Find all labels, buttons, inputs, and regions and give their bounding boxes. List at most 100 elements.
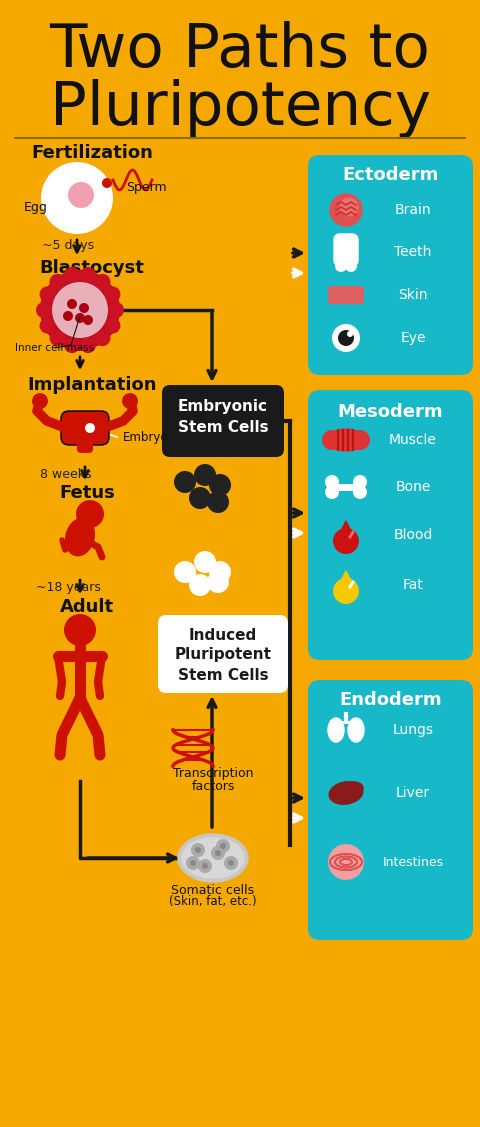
Text: ~5 days: ~5 days: [42, 240, 94, 252]
Circle shape: [85, 423, 95, 433]
Circle shape: [335, 260, 347, 272]
Text: Stem Cells: Stem Cells: [178, 667, 268, 683]
FancyBboxPatch shape: [334, 234, 358, 266]
Circle shape: [215, 850, 221, 857]
Ellipse shape: [328, 429, 364, 451]
Circle shape: [194, 551, 216, 573]
Text: Inner cell mass: Inner cell mass: [15, 343, 94, 353]
Circle shape: [325, 474, 339, 489]
Circle shape: [68, 181, 94, 208]
Circle shape: [40, 270, 120, 350]
Text: Adult: Adult: [60, 598, 114, 616]
Text: Sperm: Sperm: [126, 181, 167, 195]
Circle shape: [207, 491, 229, 513]
Circle shape: [330, 194, 362, 227]
Circle shape: [338, 330, 354, 346]
Text: Induced: Induced: [189, 628, 257, 642]
Text: ~18 years: ~18 years: [36, 582, 101, 595]
Circle shape: [122, 393, 138, 409]
Circle shape: [350, 431, 370, 450]
Circle shape: [211, 846, 225, 860]
Circle shape: [67, 299, 77, 309]
Circle shape: [108, 302, 124, 318]
Circle shape: [190, 860, 196, 866]
Text: Liver: Liver: [396, 786, 430, 800]
Circle shape: [80, 267, 96, 283]
Ellipse shape: [178, 834, 248, 882]
Circle shape: [63, 311, 73, 321]
Circle shape: [80, 337, 96, 353]
Circle shape: [174, 561, 196, 583]
Text: Teeth: Teeth: [394, 245, 432, 259]
Text: Fat: Fat: [403, 578, 423, 592]
Circle shape: [75, 313, 85, 323]
Text: (Skin, fat, etc.): (Skin, fat, etc.): [169, 896, 257, 908]
Circle shape: [353, 485, 367, 499]
Text: Transcription: Transcription: [173, 767, 253, 781]
FancyBboxPatch shape: [162, 385, 284, 458]
FancyBboxPatch shape: [61, 411, 109, 445]
Circle shape: [207, 571, 229, 593]
Circle shape: [198, 859, 212, 873]
Circle shape: [353, 474, 367, 489]
Circle shape: [209, 474, 231, 496]
Text: Egg: Egg: [24, 201, 48, 213]
Circle shape: [347, 331, 353, 337]
Text: Pluripotent: Pluripotent: [175, 648, 272, 663]
Text: Mesoderm: Mesoderm: [338, 403, 444, 421]
Circle shape: [39, 286, 56, 302]
Circle shape: [79, 303, 89, 313]
Text: Pluripotency: Pluripotency: [49, 79, 431, 137]
Text: Somatic cells: Somatic cells: [171, 884, 254, 896]
FancyBboxPatch shape: [158, 615, 288, 693]
Text: Blastocyst: Blastocyst: [39, 259, 144, 277]
Circle shape: [332, 323, 360, 352]
Circle shape: [328, 844, 364, 880]
Circle shape: [41, 162, 113, 234]
Polygon shape: [336, 571, 356, 591]
Circle shape: [228, 860, 234, 866]
Circle shape: [105, 318, 120, 334]
Circle shape: [195, 848, 201, 853]
Circle shape: [64, 337, 80, 353]
Circle shape: [49, 274, 66, 290]
Circle shape: [216, 838, 230, 853]
FancyBboxPatch shape: [77, 441, 93, 453]
Text: Eye: Eye: [400, 331, 426, 345]
Ellipse shape: [66, 518, 95, 556]
Circle shape: [209, 561, 231, 583]
Ellipse shape: [182, 838, 244, 878]
Text: 8 weeks: 8 weeks: [40, 469, 92, 481]
FancyBboxPatch shape: [308, 680, 473, 940]
Circle shape: [189, 487, 211, 509]
Ellipse shape: [348, 718, 364, 742]
Circle shape: [105, 286, 120, 302]
Text: factors: factors: [192, 780, 235, 792]
Text: Embryonic: Embryonic: [178, 399, 268, 415]
Circle shape: [95, 274, 110, 290]
Circle shape: [191, 843, 205, 857]
Circle shape: [36, 302, 52, 318]
FancyBboxPatch shape: [308, 390, 473, 660]
Circle shape: [202, 863, 208, 869]
Text: Skin: Skin: [398, 289, 428, 302]
Text: Lungs: Lungs: [393, 724, 433, 737]
Circle shape: [174, 471, 196, 492]
Circle shape: [95, 330, 110, 346]
Text: Brain: Brain: [395, 203, 432, 218]
Circle shape: [186, 857, 200, 870]
FancyBboxPatch shape: [308, 156, 473, 375]
Text: Implantation: Implantation: [27, 376, 157, 394]
Circle shape: [340, 198, 358, 215]
Circle shape: [333, 578, 359, 604]
Circle shape: [64, 267, 80, 283]
Ellipse shape: [328, 718, 344, 742]
Circle shape: [220, 843, 226, 849]
Ellipse shape: [345, 782, 363, 795]
Polygon shape: [336, 521, 356, 541]
Text: Fertilization: Fertilization: [31, 144, 153, 162]
Circle shape: [333, 529, 359, 554]
Circle shape: [194, 464, 216, 486]
Circle shape: [224, 857, 238, 870]
Circle shape: [83, 316, 93, 325]
